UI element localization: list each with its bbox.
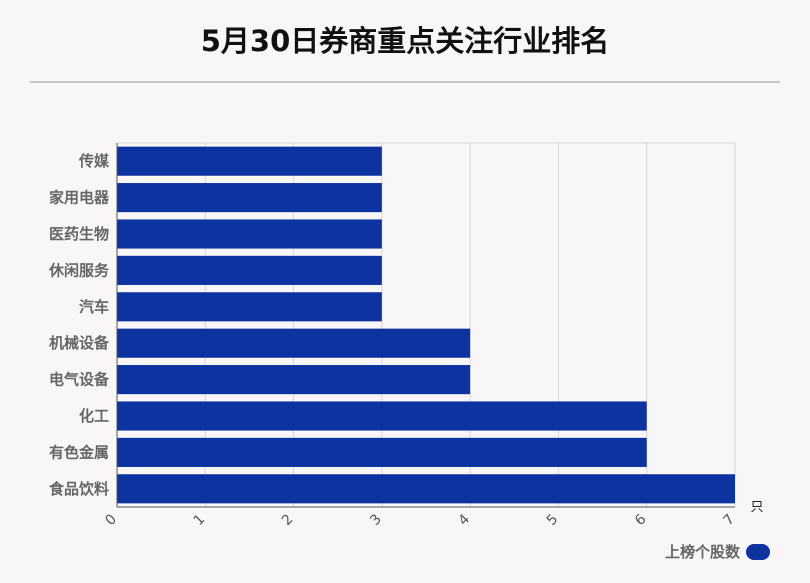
x-tick-label: 5 (544, 511, 562, 529)
x-tick-label: 3 (367, 511, 385, 529)
bar (117, 474, 735, 504)
x-tick-label: 1 (191, 511, 209, 529)
category-label: 有色金属 (49, 443, 109, 461)
category-label: 化工 (79, 407, 109, 425)
x-tick-label: 7 (720, 511, 738, 529)
bar (117, 146, 382, 176)
category-label: 家用电器 (49, 189, 110, 207)
x-tick-label: 4 (456, 511, 474, 529)
category-label: 机械设备 (49, 334, 110, 352)
x-tick-label: 0 (102, 511, 120, 529)
x-unit-label: 只 (750, 500, 763, 515)
chart-title: 5月30日券商重点关注行业排名 (200, 24, 610, 58)
category-label: 医药生物 (49, 225, 109, 243)
bar (117, 437, 647, 467)
title-divider (30, 81, 780, 83)
category-label: 食品饮料 (49, 480, 109, 498)
x-tick-label: 6 (632, 511, 650, 529)
legend-label: 上榜个股数 (664, 543, 740, 561)
bar (117, 255, 382, 285)
bar (117, 365, 471, 395)
legend: 上榜个股数 (665, 541, 770, 562)
category-label: 汽车 (79, 298, 109, 316)
category-label: 传媒 (78, 152, 110, 170)
category-label: 休闲服务 (48, 261, 110, 279)
x-tick-label: 2 (279, 511, 297, 529)
legend-swatch (746, 543, 770, 560)
bar (117, 401, 647, 431)
bar (117, 219, 382, 249)
bar (117, 183, 382, 213)
bar (117, 292, 382, 322)
category-label: 电气设备 (49, 371, 110, 389)
bar (117, 328, 471, 358)
